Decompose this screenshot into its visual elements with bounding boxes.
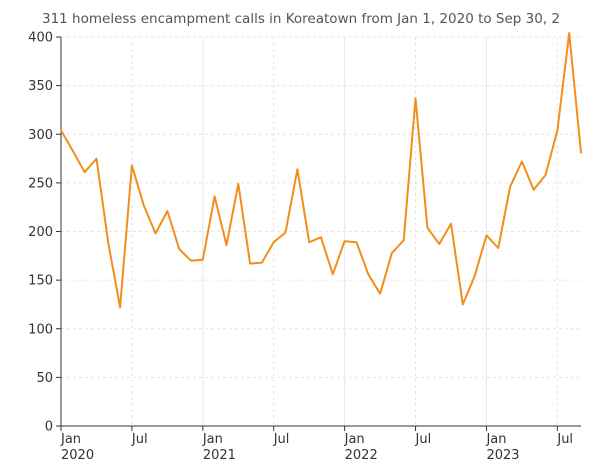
x-tick-label: Jul xyxy=(415,432,432,447)
y-axis-ticks: 0 50 100 150 200 250 300 350 400 xyxy=(28,31,61,435)
series-line xyxy=(60,32,582,309)
series xyxy=(60,32,582,309)
y-tick-label: 400 xyxy=(28,31,53,46)
y-tick-label: 200 xyxy=(28,225,53,240)
grid xyxy=(60,36,581,426)
x-tick-label: Jan xyxy=(485,432,506,447)
x-tick-label: Jul xyxy=(131,432,148,447)
x-tick-year-label: 2023 xyxy=(486,448,519,463)
x-tick-label: Jul xyxy=(556,432,573,447)
x-tick-label: Jan xyxy=(202,432,223,447)
x-tick-label: Jan xyxy=(60,432,81,447)
y-tick-label: 50 xyxy=(36,371,53,386)
x-tick-label: Jan xyxy=(344,432,365,447)
y-tick-label: 150 xyxy=(28,274,53,289)
x-tick-year-label: 2021 xyxy=(203,448,236,463)
y-tick-label: 250 xyxy=(28,176,53,191)
y-tick-label: 300 xyxy=(28,128,53,143)
y-tick-label: 0 xyxy=(45,420,53,435)
y-tick-label: 350 xyxy=(28,79,53,94)
y-tick-label: 100 xyxy=(28,322,53,337)
x-tick-year-label: 2022 xyxy=(345,448,378,463)
x-tick-year-label: 2020 xyxy=(61,448,94,463)
x-tick-label: Jul xyxy=(273,432,290,447)
chart-title: 311 homeless encampment calls in Koreato… xyxy=(42,11,560,27)
